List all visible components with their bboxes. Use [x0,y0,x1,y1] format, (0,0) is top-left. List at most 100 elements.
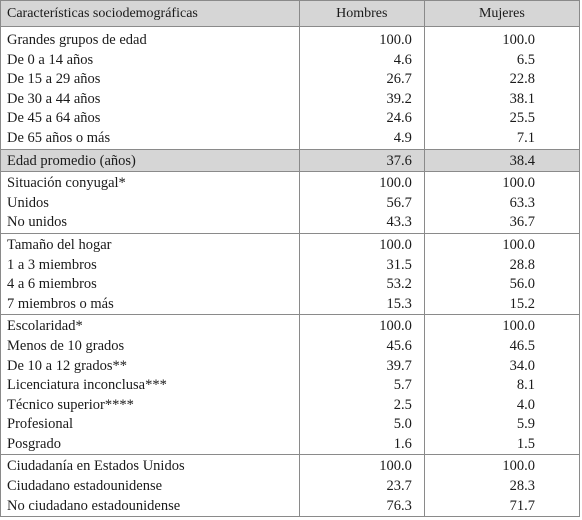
row-women-value: 25.5 [509,110,535,127]
row-women-value: 63.3 [509,194,535,211]
row-label: Técnico superior**** [0,395,300,416]
row-women-value: 36.7 [509,214,535,231]
row-label: Menos de 10 grados [0,336,300,357]
row-women-value: 6.5 [516,51,535,68]
row-men-value: 100.0 [299,232,425,256]
row-men-value: 39.7 [299,356,425,377]
row-women-value: 38.1 [509,90,535,107]
row-women-value: 38.4 [424,148,580,172]
row-men-value: 2.5 [299,395,425,416]
row-women-value: 34.0 [509,357,535,374]
table-row: Grandes grupos de edad 100.0 100.0 [0,26,580,51]
row-men-value: 31.5 [299,255,425,276]
row-men-value: 23.7 [299,477,425,497]
row-label: De 15 a 29 años [0,70,300,90]
table-row: Situación conyugal* 100.0 100.0 [0,171,580,194]
row-women-value: 46.5 [509,337,535,354]
row-men-value: 43.3 [299,213,425,234]
row-men-value: 53.2 [299,275,425,295]
table-row: De 10 a 12 grados** 39.7 34.0 [0,356,580,377]
header-women: Mujeres [424,0,580,27]
row-women-value: 28.3 [509,478,535,495]
row-women-value: 7.1 [516,129,535,146]
row-men-value: 1.6 [299,434,425,455]
row-label: De 45 a 64 años [0,109,300,129]
row-women-value: 4.0 [516,396,535,413]
table-row: 1 a 3 miembros 31.5 28.8 [0,255,580,276]
row-label: 7 miembros o más [0,294,300,315]
row-label: De 10 a 12 grados** [0,356,300,377]
row-label: De 0 a 14 años [0,50,300,71]
row-men-value: 4.9 [299,128,425,150]
row-men-value: 100.0 [299,171,425,194]
row-label: Licenciatura inconclusa*** [0,376,300,396]
table-row: De 45 a 64 años 24.6 25.5 [0,109,580,129]
row-label: Edad promedio (años) [0,148,300,172]
row-men-value: 15.3 [299,294,425,315]
row-label: Posgrado [0,434,300,455]
row-label: Escolaridad* [0,314,300,337]
row-men-value: 100.0 [299,454,425,478]
row-women-value: 71.7 [509,497,535,514]
row-label: No ciudadano estadounidense [0,496,300,517]
row-label: De 30 a 44 años [0,89,300,110]
table-row: De 65 años o más 4.9 7.1 [0,128,580,150]
row-women-value: 5.9 [516,416,535,433]
row-women-value: 28.8 [509,256,535,273]
table-row: Tamaño del hogar 100.0 100.0 [0,232,580,256]
row-men-value: 5.7 [299,376,425,396]
row-men-value: 4.6 [299,50,425,71]
row-women-value: 100.0 [424,171,580,194]
table-row: Profesional 5.0 5.9 [0,415,580,435]
table-row: De 30 a 44 años 39.2 38.1 [0,89,580,110]
table-row: Ciudadano estadounidense 23.7 28.3 [0,477,580,497]
table-row: De 0 a 14 años 4.6 6.5 [0,50,580,71]
table-header-row: Características sociodemográficas Hombre… [0,0,580,27]
row-women-value: 100.0 [424,232,580,256]
table-row: Ciudadanía en Estados Unidos 100.0 100.0 [0,454,580,478]
row-men-value: 26.7 [299,70,425,90]
row-label: No unidos [0,213,300,234]
table-row: Escolaridad* 100.0 100.0 [0,314,580,337]
row-label: Grandes grupos de edad [0,26,300,51]
row-men-value: 56.7 [299,193,425,214]
row-men-value: 24.6 [299,109,425,129]
table-row: Unidos 56.7 63.3 [0,193,580,214]
row-label: Tamaño del hogar [0,232,300,256]
row-label: 4 a 6 miembros [0,275,300,295]
table-row: 4 a 6 miembros 53.2 56.0 [0,275,580,295]
row-women-value: 100.0 [424,314,580,337]
table-row: No unidos 43.3 36.7 [0,213,580,234]
row-label: Unidos [0,193,300,214]
row-women-value: 8.1 [516,377,535,394]
row-women-value: 15.2 [509,295,535,312]
header-men: Hombres [299,0,425,27]
row-men-value: 39.2 [299,89,425,110]
row-men-value: 37.6 [299,148,425,172]
table-row: No ciudadano estadounidense 76.3 71.7 [0,496,580,517]
row-label: Profesional [0,415,300,435]
table-row: Menos de 10 grados 45.6 46.5 [0,336,580,357]
row-label: Ciudadano estadounidense [0,477,300,497]
row-men-value: 100.0 [299,26,425,51]
row-label: Situación conyugal* [0,171,300,194]
table-row: De 15 a 29 años 26.7 22.8 [0,70,580,90]
row-women-value: 100.0 [424,454,580,478]
row-women-value: 22.8 [509,71,535,88]
row-men-value: 76.3 [299,496,425,517]
table-row-average-age: Edad promedio (años) 37.6 38.4 [0,148,580,172]
row-men-value: 45.6 [299,336,425,357]
row-women-value: 56.0 [509,276,535,293]
row-label: 1 a 3 miembros [0,255,300,276]
row-women-value: 100.0 [502,32,535,48]
table-row: Posgrado 1.6 1.5 [0,434,580,455]
row-women-value: 1.5 [516,435,535,452]
table-row: Técnico superior**** 2.5 4.0 [0,395,580,416]
table-row: 7 miembros o más 15.3 15.2 [0,294,580,315]
row-men-value: 100.0 [299,314,425,337]
table-row: Licenciatura inconclusa*** 5.7 8.1 [0,376,580,396]
header-characteristics: Características sociodemográficas [0,0,300,27]
row-label: De 65 años o más [0,128,300,150]
row-men-value: 5.0 [299,415,425,435]
